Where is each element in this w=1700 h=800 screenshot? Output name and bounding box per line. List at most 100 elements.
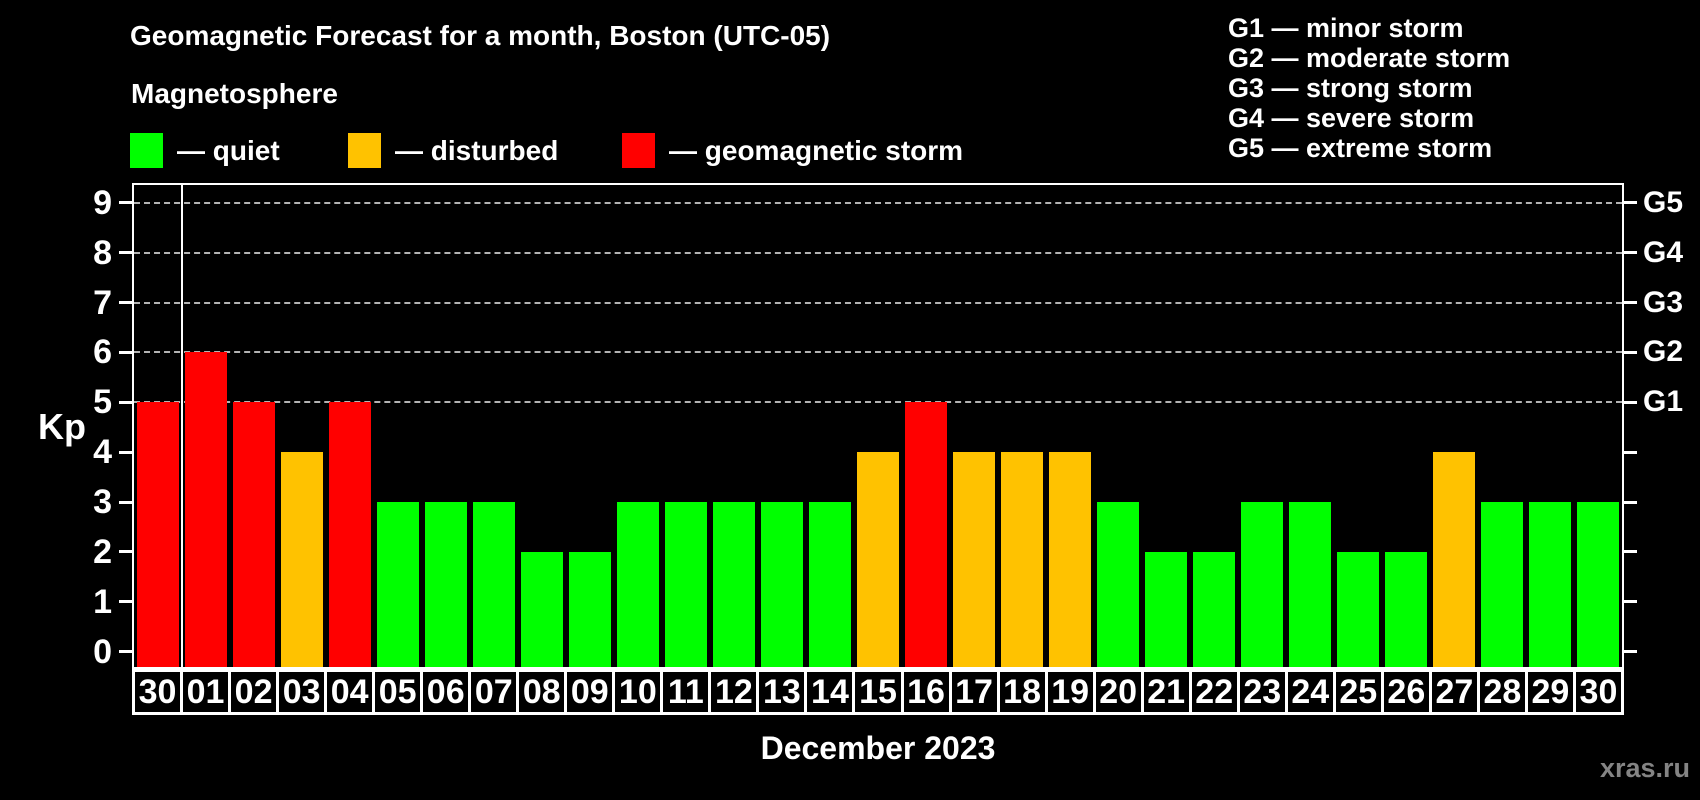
bar-day-20: [1097, 502, 1139, 667]
bar-day-18: [1001, 452, 1043, 667]
day-label-30: 30: [1572, 669, 1624, 715]
bar-day-05: [377, 502, 419, 667]
y-tick-label-2: 2: [93, 532, 112, 571]
g-legend-line-g5: G5 — extreme storm: [1228, 133, 1493, 163]
day-label-05: 05: [372, 669, 424, 715]
y-tick-left-3: [119, 500, 132, 504]
bar-day-23: [1241, 502, 1283, 667]
legend-swatch-disturbed: [348, 133, 381, 168]
bar-day-03: [281, 452, 323, 667]
y-tick-left-1: [119, 600, 132, 604]
y-tick-label-1: 1: [93, 582, 112, 621]
y-tick-right-9: [1624, 201, 1637, 205]
gridline-kp6: [134, 351, 1622, 354]
day-label-06: 06: [420, 669, 472, 715]
y-tick-left-4: [119, 450, 132, 454]
y-tick-right-7: [1624, 301, 1637, 305]
bar-day-21: [1145, 551, 1187, 667]
y-tick-label-0: 0: [93, 632, 112, 671]
y-tick-label-8: 8: [93, 233, 112, 272]
day-label-02: 02: [228, 669, 280, 715]
bar-day-17: [953, 452, 995, 667]
y-tick-right-0: [1624, 650, 1637, 654]
magnetosphere-subtitle: Magnetosphere: [131, 78, 338, 109]
bar-day-08: [521, 551, 563, 667]
day-label-24: 24: [1284, 669, 1336, 715]
bar-day-09: [569, 551, 611, 667]
day-label-09: 09: [564, 669, 616, 715]
bar-day-07: [473, 502, 515, 667]
day-label-07: 07: [468, 669, 520, 715]
x-axis-title: December 2023: [760, 730, 996, 766]
day-label-25: 25: [1332, 669, 1384, 715]
g-axis-label-g3: G3: [1643, 285, 1684, 319]
day-label-03: 03: [276, 669, 328, 715]
day-label-11: 11: [660, 669, 712, 715]
day-label-20: 20: [1092, 669, 1144, 715]
bar-day-01: [185, 352, 227, 667]
legend-label-disturbed: — disturbed: [395, 135, 559, 166]
y-tick-right-4: [1624, 450, 1637, 454]
y-tick-label-3: 3: [93, 483, 112, 521]
day-label-08: 08: [516, 669, 568, 715]
y-tick-right-1: [1624, 600, 1637, 604]
y-tick-right-2: [1624, 550, 1637, 554]
g-legend-line-g1: G1 — minor storm: [1228, 13, 1464, 43]
day-label-29: 29: [1524, 669, 1576, 715]
bar-day-29: [1529, 502, 1571, 667]
y-tick-right-5: [1624, 400, 1637, 404]
bar-day-15: [857, 452, 899, 667]
day-label-15: 15: [852, 669, 904, 715]
day-label-23: 23: [1236, 669, 1288, 715]
bar-day-11: [665, 502, 707, 667]
day-label-16: 16: [900, 669, 952, 715]
gridline-kp7: [134, 301, 1622, 304]
y-tick-label-7: 7: [93, 283, 112, 322]
day-label-26: 26: [1380, 669, 1432, 715]
y-tick-left-5: [119, 400, 132, 404]
day-label-22: 22: [1188, 669, 1240, 715]
bar-day-16: [905, 402, 947, 667]
day-label-10: 10: [612, 669, 664, 715]
legend-swatch-quiet: [130, 133, 163, 168]
gridline-kp5: [134, 401, 1622, 404]
bar-day-27: [1433, 452, 1475, 667]
day-label-28: 28: [1476, 669, 1528, 715]
y-tick-right-3: [1624, 500, 1637, 504]
day-label-12: 12: [708, 669, 760, 715]
legend-label-storm: — geomagnetic storm: [669, 135, 964, 166]
bar-day-13: [761, 502, 803, 667]
bar-day-12: [713, 502, 755, 667]
bar-day-19: [1049, 452, 1091, 667]
g-axis-label-g2: G2: [1643, 335, 1684, 369]
y-tick-left-9: [119, 201, 132, 205]
gridline-kp8: [134, 251, 1622, 254]
g-axis-label-g1: G1: [1643, 385, 1684, 419]
y-tick-left-2: [119, 550, 132, 554]
day-label-18: 18: [996, 669, 1048, 715]
day-label-04: 04: [324, 669, 376, 715]
y-tick-label-6: 6: [93, 333, 112, 372]
gridline-kp9: [134, 201, 1622, 204]
legend-label-quiet: — quiet: [177, 135, 280, 166]
month-separator-line: [181, 185, 183, 667]
bar-day-04: [329, 402, 371, 667]
day-label-01: 01: [180, 669, 232, 715]
y-tick-label-4: 4: [93, 433, 112, 472]
bar-day-24: [1289, 502, 1331, 667]
x-axis-day-labels: 30 01 02 03 04 05 06 07 08 09 10 11 12 13 14 15 16 17 18 19…: [132, 669, 1624, 715]
bar-day-25: [1337, 551, 1379, 667]
bar-day-10: [617, 502, 659, 667]
y-tick-label-9: 9: [93, 183, 112, 222]
legend-swatch-storm: [622, 133, 655, 168]
y-tick-left-6: [119, 350, 132, 354]
plot-area: [132, 183, 1624, 669]
bar-day-30: [137, 402, 179, 667]
watermark: xras.ru: [1599, 753, 1690, 783]
day-label-27: 27: [1428, 669, 1480, 715]
y-tick-right-6: [1624, 350, 1637, 354]
day-label-14: 14: [804, 669, 856, 715]
y-tick-left-7: [119, 301, 132, 305]
bar-day-14: [809, 502, 851, 667]
